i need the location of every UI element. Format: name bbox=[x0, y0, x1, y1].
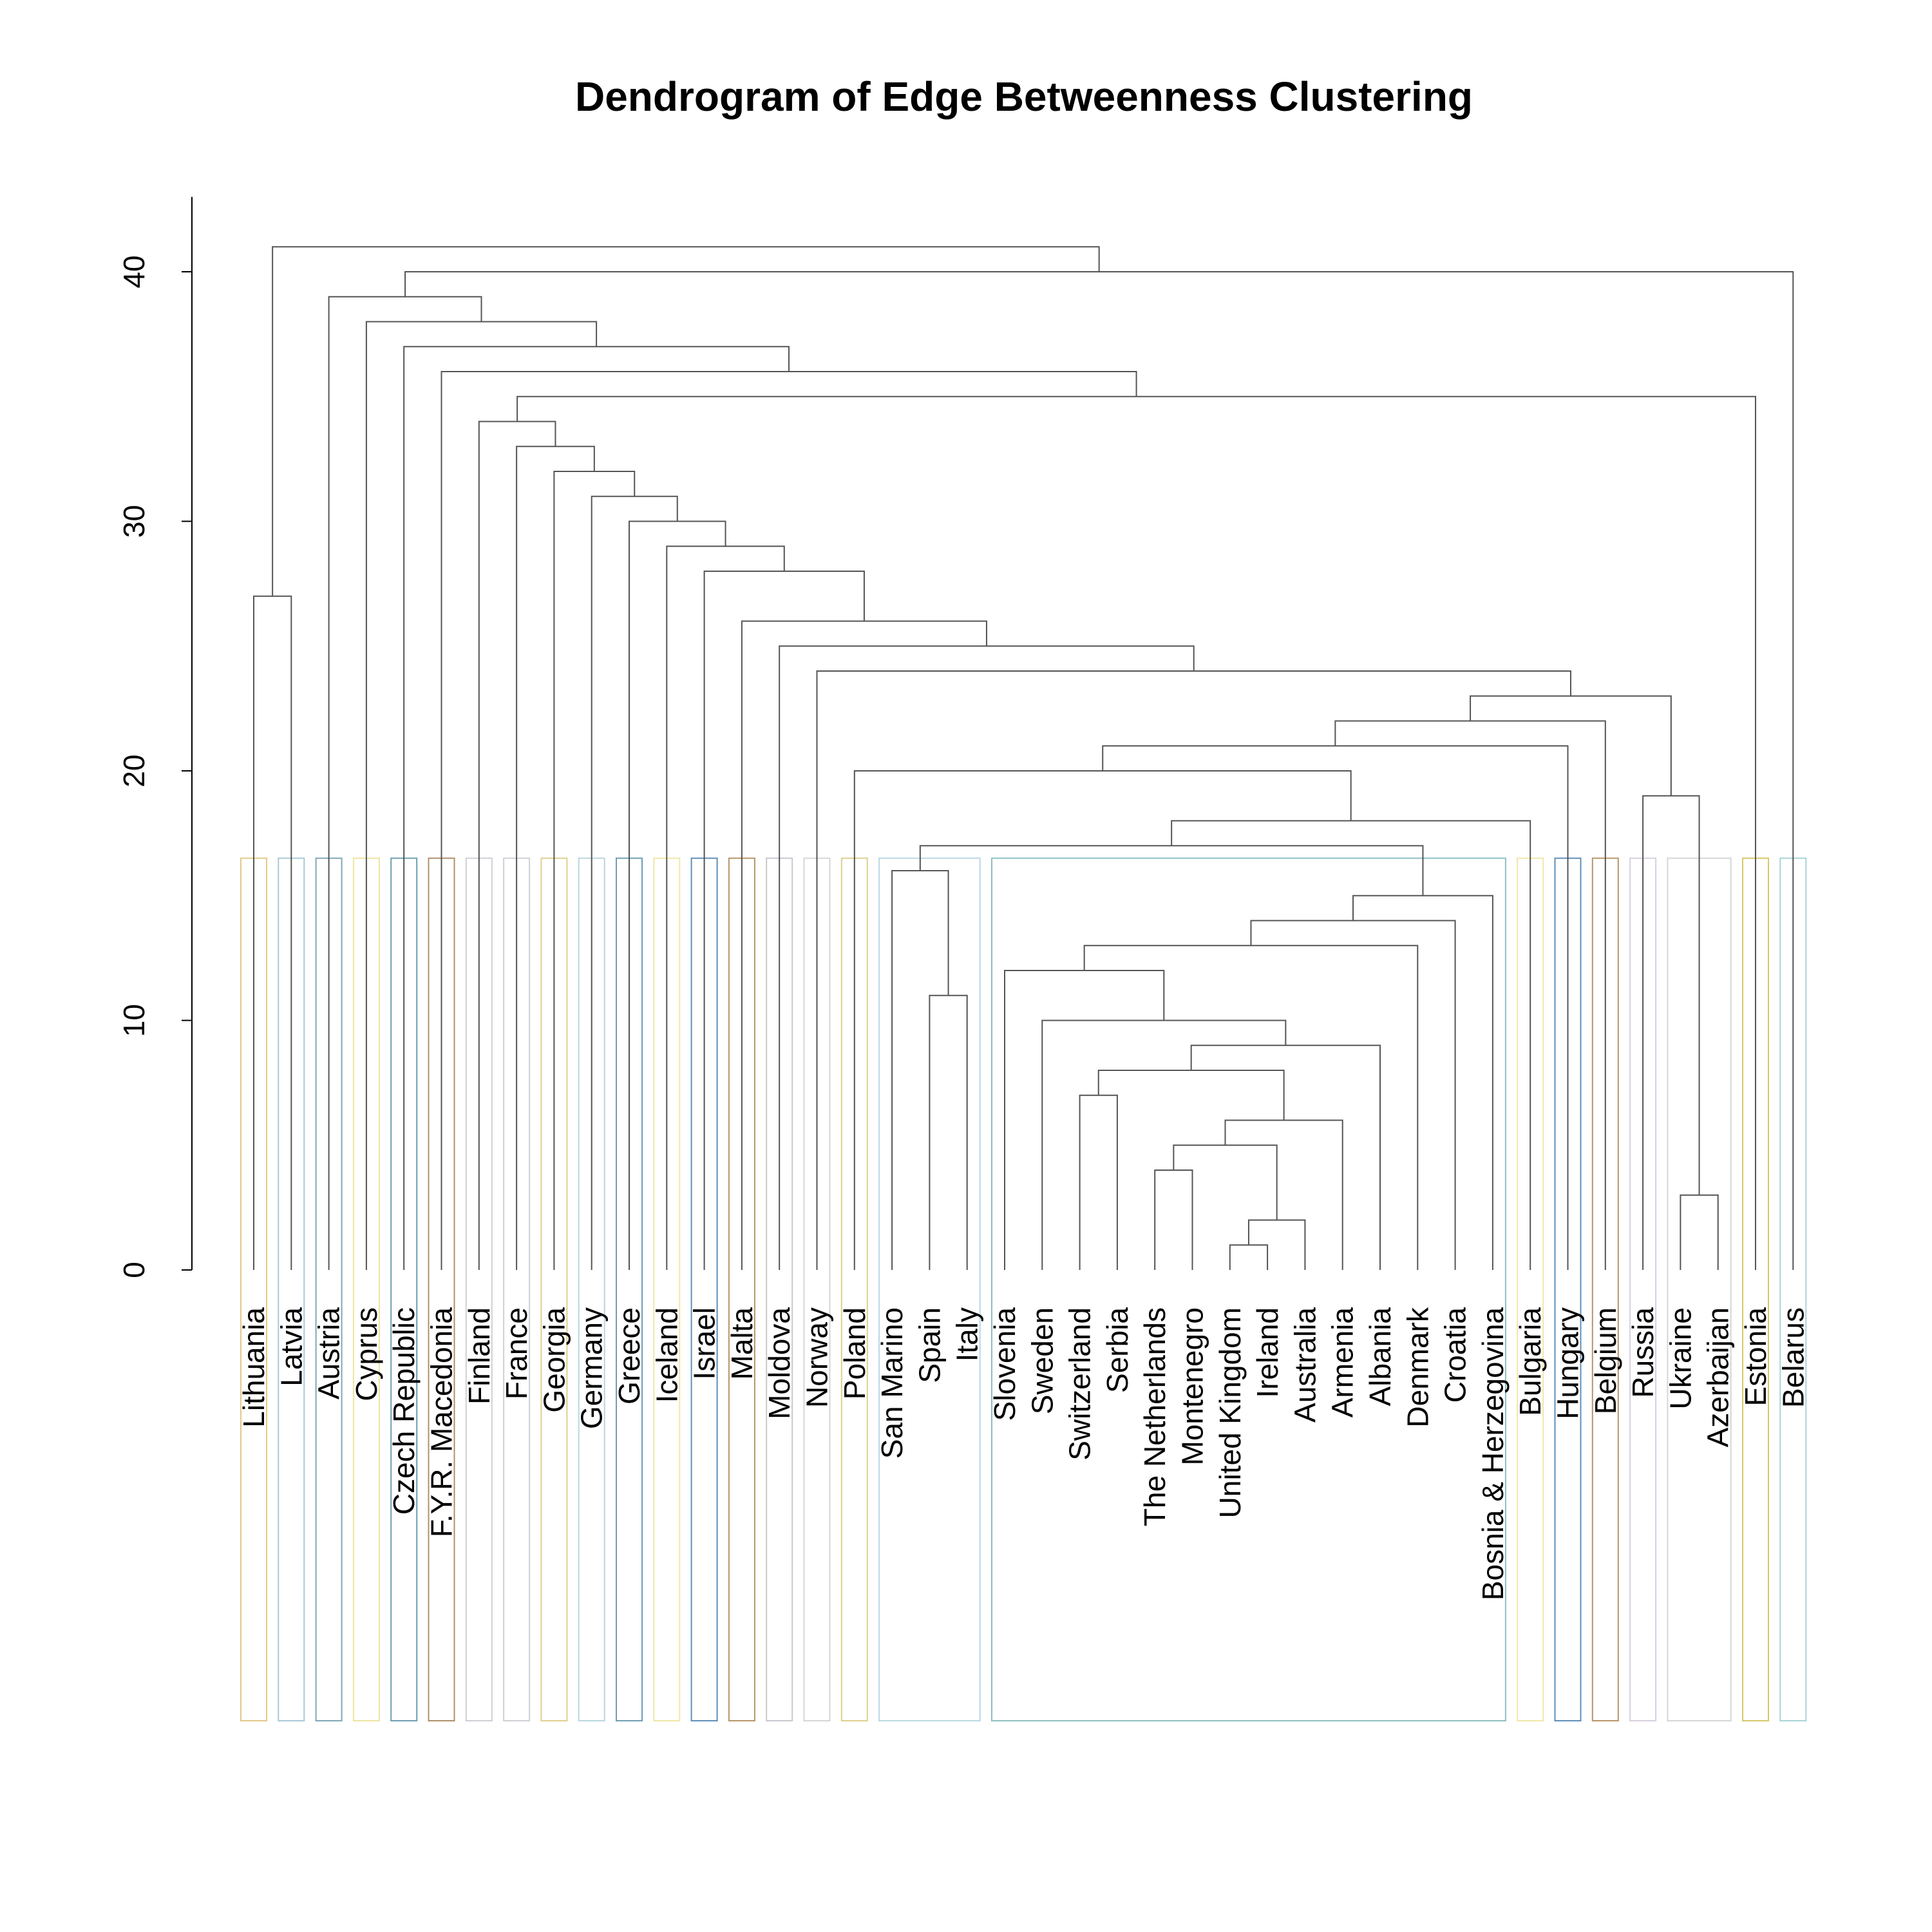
leaf-label: Sweden bbox=[1025, 1307, 1059, 1414]
dendrogram-tree bbox=[253, 246, 1794, 1270]
merge-link bbox=[328, 296, 482, 1270]
cluster-box bbox=[991, 857, 1506, 1721]
leaf-label: Poland bbox=[838, 1307, 871, 1399]
leaf-label: Cyprus bbox=[350, 1307, 383, 1401]
merge-link bbox=[1334, 720, 1606, 1270]
merge-link bbox=[553, 471, 636, 1270]
y-axis: 0 10 20 30 40 bbox=[117, 196, 193, 1278]
leaf-label: Iceland bbox=[650, 1307, 683, 1403]
merge-link bbox=[478, 421, 556, 1270]
merge-link bbox=[1154, 1170, 1193, 1270]
leaf-label: Slovenia bbox=[988, 1307, 1021, 1421]
leaf-label: Denmark bbox=[1401, 1307, 1434, 1428]
leaf-label: Czech Republic bbox=[387, 1307, 421, 1515]
merge-link bbox=[1004, 970, 1165, 1270]
merge-link bbox=[1079, 1094, 1118, 1270]
leaf-label: Russia bbox=[1626, 1307, 1660, 1398]
merge-link bbox=[1680, 1194, 1719, 1270]
leaf-label: Bosnia & Herzegovina bbox=[1476, 1307, 1510, 1601]
leaf-label: Montenegro bbox=[1176, 1307, 1209, 1466]
leaf-label: United Kingdom bbox=[1213, 1307, 1247, 1518]
leaf-label: Israel bbox=[688, 1307, 721, 1379]
y-tick-label: 30 bbox=[117, 505, 151, 538]
merge-link bbox=[516, 395, 1756, 1270]
leaf-label: Croatia bbox=[1439, 1307, 1472, 1403]
merge-link bbox=[1083, 945, 1419, 1270]
merge-link bbox=[1352, 895, 1493, 1270]
merge-link bbox=[929, 994, 968, 1270]
merge-link bbox=[1173, 1144, 1278, 1220]
leaf-label: Germany bbox=[575, 1307, 609, 1429]
y-tick-label: 20 bbox=[117, 754, 151, 787]
leaf-label: Switzerland bbox=[1063, 1307, 1097, 1461]
leaf-label: Austria bbox=[312, 1307, 346, 1400]
merge-link bbox=[1190, 1045, 1381, 1270]
leaf-label: Moldova bbox=[762, 1307, 796, 1419]
merge-link bbox=[629, 520, 726, 1270]
leaf-label: Latvia bbox=[274, 1307, 308, 1387]
merge-link bbox=[440, 371, 1137, 1270]
leaf-label: Australia bbox=[1288, 1307, 1321, 1423]
chart-title: Dendrogram of Edge Betweenness Clusterin… bbox=[575, 73, 1473, 120]
leaf-label: France bbox=[500, 1307, 533, 1399]
merge-link bbox=[1224, 1119, 1343, 1270]
merge-link bbox=[1229, 1244, 1269, 1270]
merge-link bbox=[1642, 795, 1700, 1270]
merge-link bbox=[919, 845, 1424, 896]
cluster-box bbox=[878, 857, 981, 1721]
leaf-label: Greece bbox=[612, 1307, 646, 1405]
leaf-label: Italy bbox=[951, 1307, 984, 1361]
merge-link bbox=[365, 321, 598, 1270]
leaf-label: Hungary bbox=[1551, 1307, 1585, 1419]
merge-link bbox=[1097, 1070, 1285, 1121]
merge-link bbox=[272, 246, 1100, 596]
merge-link bbox=[403, 346, 790, 1270]
leaf-label: Estonia bbox=[1739, 1307, 1772, 1406]
cluster-boxes bbox=[240, 857, 1807, 1721]
leaf-label: Serbia bbox=[1101, 1307, 1134, 1393]
leaf-label: Armenia bbox=[1326, 1307, 1359, 1418]
leaf-label: San Marino bbox=[875, 1307, 909, 1459]
leaf-label: Albania bbox=[1363, 1307, 1397, 1406]
merge-link bbox=[741, 620, 987, 1270]
leaf-labels: Lithuania Latvia Austria Cyprus Czech Republ… bbox=[237, 1307, 1810, 1600]
y-tick-label: 40 bbox=[117, 255, 151, 288]
leaf-label: Georgia bbox=[537, 1307, 571, 1413]
y-tick-label: 0 bbox=[117, 1262, 151, 1278]
leaf-label: Belarus bbox=[1776, 1307, 1810, 1408]
leaf-label: Spain bbox=[913, 1307, 946, 1383]
leaf-label: Finland bbox=[462, 1307, 496, 1405]
merge-link bbox=[1102, 745, 1569, 1270]
leaf-label: Ireland bbox=[1251, 1307, 1284, 1398]
leaf-label: F.Y.R. Macedonia bbox=[425, 1307, 459, 1538]
leaf-label: Belgium bbox=[1589, 1307, 1622, 1414]
leaf-label: Ukraine bbox=[1663, 1307, 1697, 1410]
y-tick-label: 10 bbox=[117, 1004, 151, 1037]
merge-link bbox=[891, 870, 949, 1270]
leaf-label: Bulgaria bbox=[1513, 1307, 1547, 1416]
merge-link bbox=[253, 595, 292, 1270]
merge-link bbox=[703, 571, 865, 1270]
leaf-label: Malta bbox=[725, 1307, 759, 1380]
leaf-label: Azerbaijan bbox=[1701, 1307, 1735, 1447]
leaf-label: The Netherlands bbox=[1138, 1307, 1171, 1526]
leaf-label: Lithuania bbox=[237, 1307, 270, 1428]
merge-link bbox=[1250, 920, 1456, 1270]
leaf-label: Norway bbox=[800, 1307, 834, 1408]
